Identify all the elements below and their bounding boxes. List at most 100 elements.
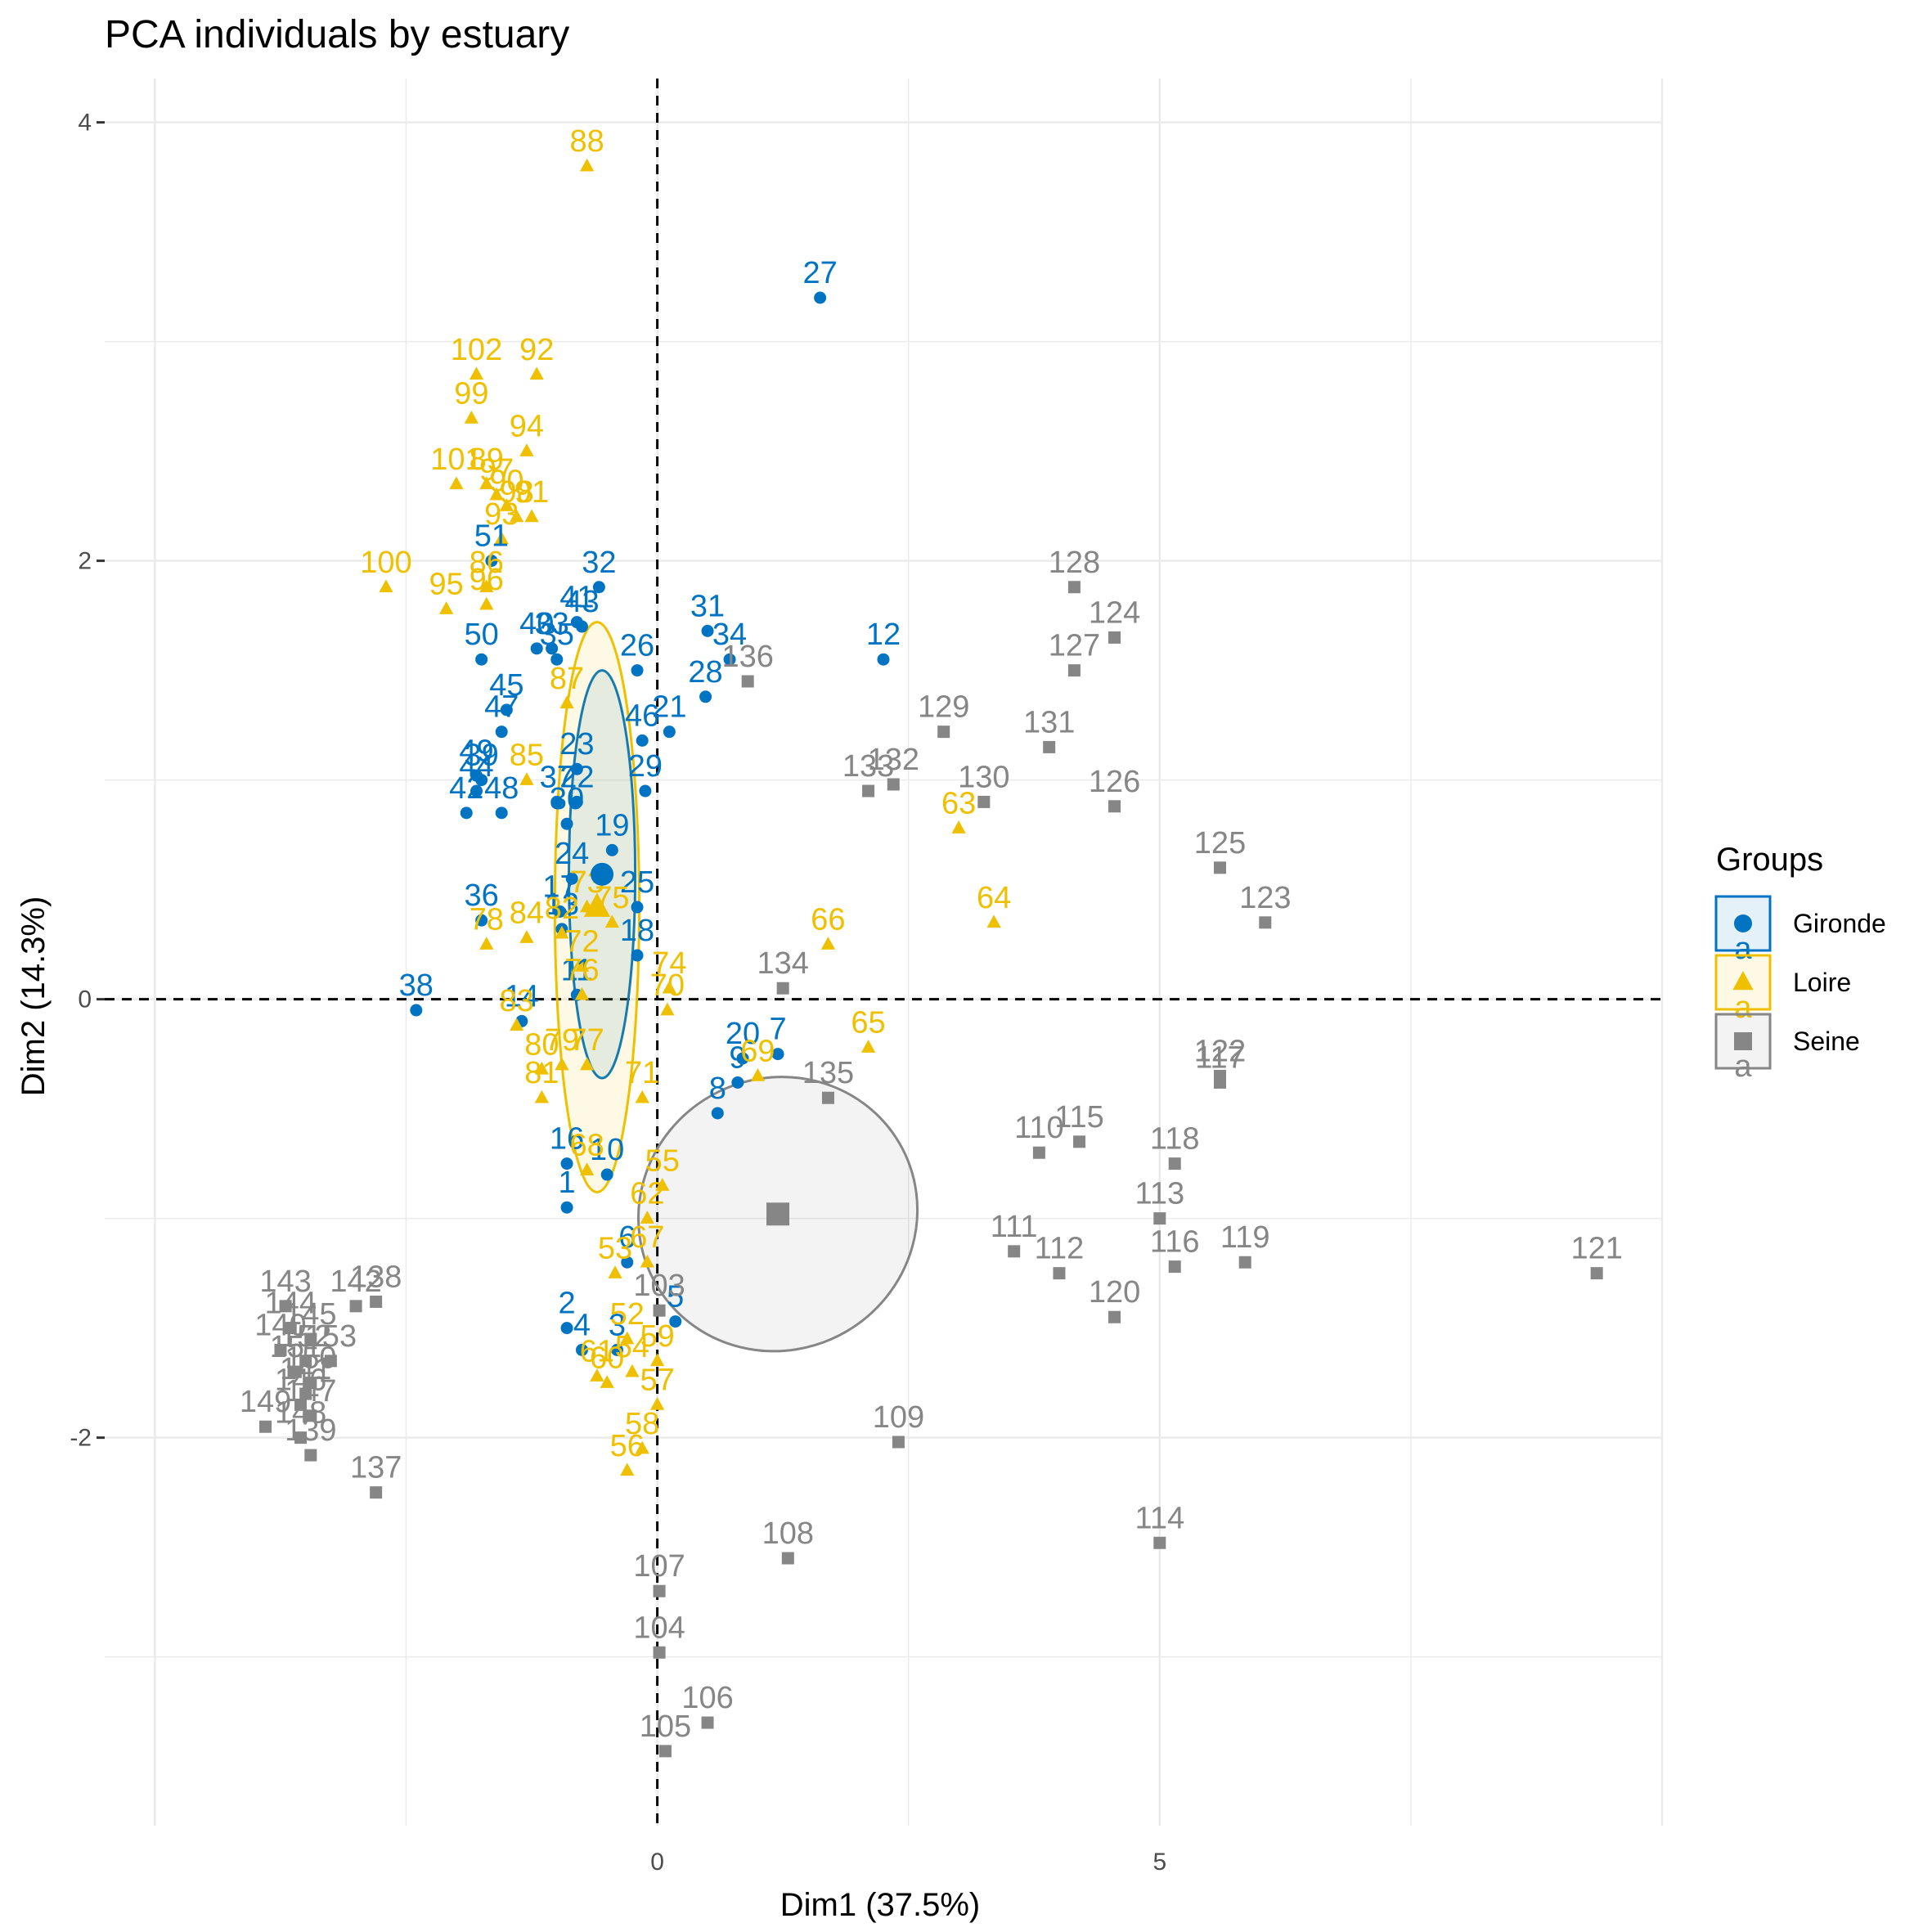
seine-point [821,1091,834,1104]
seine-point [370,1295,383,1308]
seine-point-label: 120 [1089,1275,1140,1310]
seine-point [1214,1069,1227,1082]
gironde-point [731,1076,744,1089]
gironde-point [639,784,652,798]
legend-marker-seine [1734,1032,1752,1050]
loire-point [649,1353,665,1367]
loire-point-label: 70 [650,968,685,1003]
gironde-point-label: 7 [769,1013,786,1047]
gironde-point-label: 10 [590,1133,624,1167]
seine-point [977,795,991,808]
gironde-point-label: 5 [667,1280,684,1314]
seine-point [1043,740,1056,753]
seine-point-label: 103 [633,1269,685,1303]
loire-point-label: 86 [470,546,504,580]
seine-point-label: 141 [280,1352,331,1386]
seine-point-label: 132 [868,743,919,777]
loire-point [590,1368,604,1382]
seine-point [1238,1256,1251,1269]
loire-point-label: 72 [564,924,599,959]
seine-point [1108,631,1121,644]
loire-point [635,1440,649,1454]
loire-point-label: 53 [598,1232,632,1266]
gironde-point [877,653,890,666]
loire-point-label: 59 [640,1319,674,1354]
loire-point [625,1364,640,1377]
gironde-point [610,1343,623,1356]
chart-title: PCA individuals by estuary [105,13,569,56]
seine-point [937,726,950,739]
gironde-point-label: 29 [628,749,663,784]
gironde-point [560,817,573,830]
loire-point-label: 98 [499,475,533,510]
gironde-point-label: 35 [540,618,574,652]
loire-point [479,476,494,490]
seine-point-label: 145 [285,1297,336,1332]
seine-point-label: 106 [681,1681,733,1715]
gironde-point-label: 16 [550,1122,584,1157]
loire-point [655,1177,670,1191]
y-tick-label: -2 [70,1425,92,1452]
gironde-point-label: 30 [550,782,584,816]
seine-point [653,1584,666,1597]
loire-point-label: 76 [564,953,599,987]
seine-point-label: 146 [275,1363,326,1397]
loire-point [529,366,544,380]
gironde-point-label: 4 [573,1308,591,1342]
legend-label-loire: Loire [1793,968,1851,997]
loire-point [580,1162,595,1175]
seine-point [304,1377,317,1390]
loire-point-label: 84 [510,896,544,931]
legend-label-gironde: Gironde [1793,909,1886,938]
loire-point-label: 67 [630,1220,664,1255]
loire-point [574,958,590,972]
gironde-point-label: 43 [564,585,599,619]
seine-point [1067,581,1081,594]
seine-point [776,982,789,995]
seine-point-label: 122 [1194,1034,1246,1068]
legend-glyph-seine: a [1734,1049,1752,1084]
legend-glyph-gironde: a [1734,932,1752,966]
seine-point [1153,1212,1166,1225]
seine-point-label: 137 [350,1451,402,1485]
seine-point-label: 116 [1150,1225,1200,1260]
loire-point [479,937,494,950]
loire-point-label: 71 [625,1056,659,1090]
seine-point [1067,664,1081,677]
loire-point-label: 61 [580,1335,614,1369]
seine-point [653,1304,666,1317]
loire-point [510,1018,524,1031]
gironde-point-label: 3 [609,1308,626,1342]
seine-point-label: 128 [1049,546,1100,580]
gironde-point-label: 9 [729,1040,746,1075]
loire-point-label: 63 [941,787,976,821]
loire-point [519,772,534,785]
gironde-point-label: 18 [620,914,654,948]
seine-point [1259,916,1272,929]
gironde-point-label: 8 [709,1072,726,1106]
gironde-point-label: 48 [484,771,519,806]
gironde-point-label: 26 [620,629,654,663]
loire-point [600,1375,614,1388]
seine-point-label: 150 [285,1341,336,1376]
gironde-point-label: 23 [559,727,594,762]
seine-point [1108,800,1121,813]
gironde-point [546,642,559,655]
loire-point [439,601,454,614]
gironde-point [605,843,618,856]
loire-point [555,925,569,939]
loire-point-label: 68 [569,1129,604,1163]
loire-point [860,1040,876,1053]
seine-point-label: 117 [1195,1040,1245,1075]
gironde-point [669,1315,682,1328]
gironde-point [570,762,583,775]
gironde-point [500,703,513,717]
seine-point [658,1745,672,1758]
gironde-point-label: 37 [540,760,574,794]
loire-point [640,1211,654,1224]
x-axis-title: Dim1 (37.5%) [780,1887,981,1923]
loire-point [555,1057,569,1071]
seine-point [289,1365,302,1378]
